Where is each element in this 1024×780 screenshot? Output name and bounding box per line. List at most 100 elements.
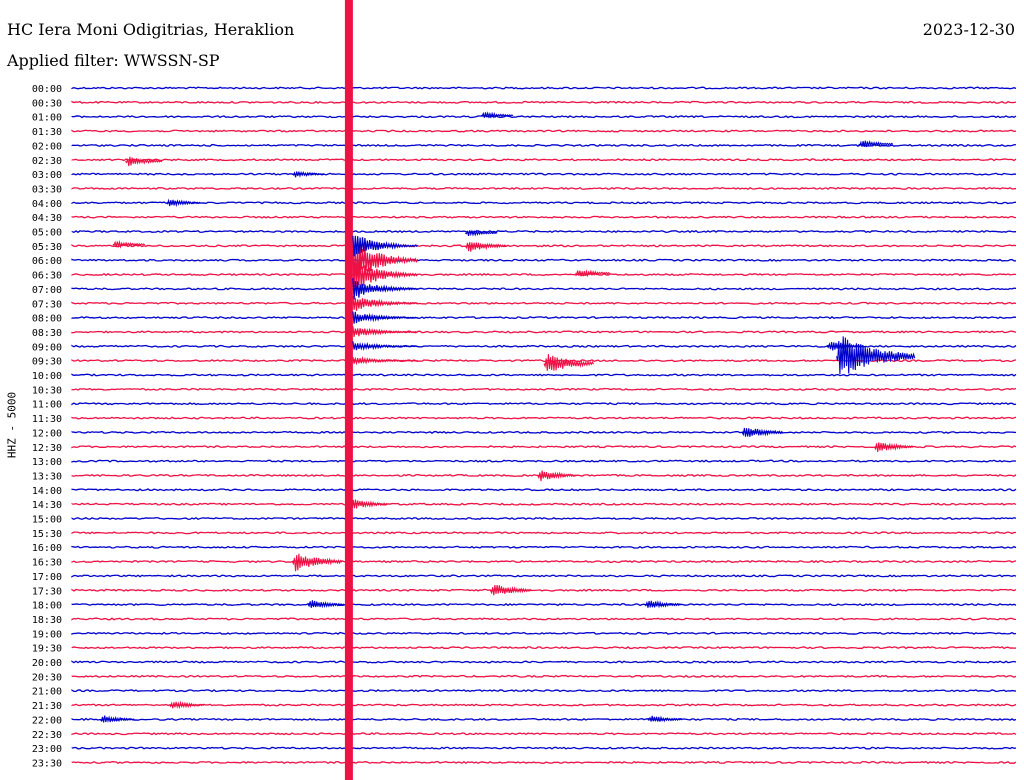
tick-label: 12:00 (32, 428, 62, 439)
tick-label: 06:00 (32, 256, 62, 267)
tick-label: 06:30 (32, 271, 62, 282)
coda-trace (352, 278, 419, 300)
trace-row (71, 445, 1017, 449)
tick-label: 00:30 (32, 98, 62, 109)
trace-row (71, 703, 1017, 707)
major-quake (344, 0, 419, 780)
trace-row (71, 330, 1017, 334)
trace-row (71, 158, 1017, 162)
tick-label: 16:00 (32, 543, 62, 554)
trace-row (71, 488, 1017, 492)
tick-label: 17:30 (32, 586, 62, 597)
trace-row (71, 430, 1017, 434)
trace-row (71, 86, 1017, 90)
tick-label: 15:30 (32, 529, 62, 540)
tick-labels: 00:00 00:30 01:00 01:30 02:00 02:30 03:00 03:30… (32, 84, 62, 769)
trace-row (71, 344, 1017, 348)
trace-row (71, 660, 1017, 664)
trace-row (71, 531, 1017, 535)
trace-row (71, 416, 1017, 420)
trace-row (71, 717, 1017, 722)
coda-trace (352, 311, 418, 324)
tick-label: 02:00 (32, 141, 62, 152)
trace-row (71, 631, 1017, 635)
event-burst (575, 269, 610, 278)
trace-row (71, 502, 1017, 506)
event-burst (647, 715, 683, 723)
trace-row (71, 172, 1017, 176)
tick-label: 02:30 (32, 156, 62, 167)
event-burst (464, 229, 498, 237)
tick-label: 08:30 (32, 328, 62, 339)
trace-row (71, 516, 1017, 521)
coda-trace (352, 255, 419, 290)
event-burst (873, 442, 914, 452)
tick-label: 09:30 (32, 357, 62, 368)
coda-trace (352, 355, 418, 366)
tick-label: 03:30 (32, 184, 62, 195)
tick-label: 14:30 (32, 500, 62, 511)
trace-row (71, 545, 1017, 549)
tick-label: 18:30 (32, 615, 62, 626)
tick-label: 09:00 (32, 342, 62, 353)
tick-label: 12:30 (32, 443, 62, 454)
event-burst (858, 140, 894, 148)
trace-row (71, 186, 1017, 190)
tick-label: 19:00 (32, 629, 62, 640)
traces (71, 86, 1017, 765)
tick-label: 01:00 (32, 113, 62, 124)
trace-row (71, 316, 1017, 320)
tick-label: 21:00 (32, 687, 62, 698)
trace-row (71, 746, 1017, 750)
trace-row (71, 459, 1017, 463)
tick-label: 11:30 (32, 414, 62, 425)
trace-row (71, 229, 1017, 234)
tick-label: 03:00 (32, 170, 62, 181)
trace-row (71, 617, 1017, 621)
trace-row (71, 215, 1017, 219)
trace-row (71, 760, 1017, 765)
tick-label: 05:00 (32, 228, 62, 239)
tick-label: 01:30 (32, 127, 62, 138)
trace-row (71, 373, 1017, 377)
event-burst (307, 600, 345, 609)
event-burst (112, 240, 146, 249)
tick-label: 04:00 (32, 199, 62, 210)
tick-label: 15:00 (32, 515, 62, 526)
saturated-band (344, 0, 353, 780)
tick-label: 07:00 (32, 285, 62, 296)
filter-label: Applied filter: WWSSN-SP (7, 51, 220, 70)
event-burst (537, 470, 577, 482)
event-burst (464, 242, 507, 252)
tick-label: 04:30 (32, 213, 62, 224)
tick-label: 08:00 (32, 314, 62, 325)
tick-label: 13:00 (32, 457, 62, 468)
trace-row (71, 201, 1017, 205)
event-burst (348, 499, 388, 509)
trace-row (71, 732, 1017, 736)
trace-row (71, 287, 1017, 291)
trace-row (71, 100, 1017, 104)
coda-trace (352, 235, 419, 257)
trace-row (71, 143, 1017, 147)
event-burst (166, 198, 201, 208)
events (99, 111, 916, 723)
tick-label: 10:30 (32, 385, 62, 396)
trace-row (71, 129, 1017, 133)
trace-row (71, 674, 1017, 678)
tick-label: 20:30 (32, 672, 62, 683)
coda-trace (352, 243, 419, 282)
trace-row (71, 603, 1017, 607)
event-burst (480, 111, 514, 119)
tick-label: 23:30 (32, 758, 62, 769)
trace-row (71, 115, 1017, 119)
trace-row (71, 258, 1017, 262)
tick-label: 00:00 (32, 84, 62, 95)
trace-row (71, 689, 1017, 693)
event-burst (490, 584, 532, 596)
trace-row (71, 574, 1017, 578)
tick-label: 16:30 (32, 558, 62, 569)
trace-row (71, 387, 1017, 391)
trace-row (71, 244, 1017, 248)
